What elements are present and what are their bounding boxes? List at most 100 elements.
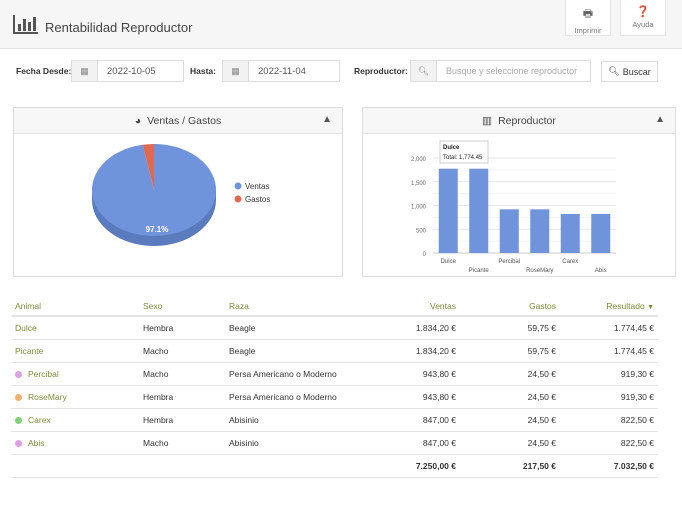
totals-row: 7.250,00 € 217,50 € 7.032,50 € [11,454,658,477]
bar-carex [561,214,580,253]
from-date-value: 2022-10-05 [98,66,156,77]
legend-label: Gastos [245,195,270,204]
y-tick-label: 1,500 [411,181,427,187]
pie-chart-icon: ◕ [135,115,141,127]
gastos-cell: 24,50 € [460,362,560,385]
sexo-cell: Macho [139,431,225,454]
resultado-cell: 822,50 € [560,408,658,431]
animal-cell[interactable]: RoseMary [11,385,139,408]
ventas-cell: 847,00 € [375,431,460,454]
sexo-cell: Hembra [139,408,225,431]
table-header-row: Animal Sexo Raza Ventas Gastos Resultado… [11,296,658,316]
collapse-chevron-icon[interactable]: ▲ [322,114,332,125]
x-tick-label: RoseMary [526,268,553,274]
bar-panel: ▥Reproductor▲ 05001,0001,5002,000DulcePi… [362,107,676,277]
status-dot-icon [15,394,22,401]
col-gastos[interactable]: Gastos [460,296,560,316]
total-ventas: 7.250,00 € [375,454,460,477]
animal-cell[interactable]: Dulce [11,316,139,339]
page-header: Rentabilidad Reproductor 🖶Imprimir ❓Ayud… [0,0,682,49]
resultado-cell: 919,30 € [560,362,658,385]
search-icon: 🔍︎ [411,61,437,81]
x-tick-label: Dulce [441,259,457,265]
gastos-cell: 24,50 € [460,431,560,454]
animal-name[interactable]: Dulce [15,323,37,333]
from-date-field[interactable]: ▦2022-10-05 [71,60,184,82]
search-button[interactable]: 🔍︎ Buscar [601,61,658,82]
x-tick-label: Percibal [498,259,520,265]
pie-panel: ◕Ventas / Gastos▲ 97.1%VentasGastos [13,107,343,277]
col-sexo[interactable]: Sexo [139,296,225,316]
calendar-icon: ▦ [72,61,98,81]
to-date-label: Hasta: [190,66,216,76]
animal-name[interactable]: Abis [28,438,45,448]
y-tick-label: 1,000 [411,205,427,211]
legend-label: Ventas [245,182,269,191]
tooltip-value: Total: 1,774.45 [443,155,483,161]
gastos-cell: 24,50 € [460,408,560,431]
animal-cell[interactable]: Percibal [11,362,139,385]
raza-cell: Abisinio [225,408,375,431]
print-button[interactable]: 🖶Imprimir [565,0,611,36]
sexo-cell: Macho [139,339,225,362]
animal-cell[interactable]: Picante [11,339,139,362]
pie-panel-title: Ventas / Gastos [147,115,221,127]
total-resultado: 7.032,50 € [560,454,658,477]
col-resultado[interactable]: Resultado ▼ [560,296,658,316]
pie-panel-header: ◕ Ventas / Gastos ▲ [14,108,342,134]
bar-percibal [500,209,519,253]
animal-name[interactable]: Carex [28,415,51,425]
tooltip: Dulce Total: 1,774.45 [440,141,488,163]
sexo-cell: Hembra [139,385,225,408]
legend-marker [235,183,242,190]
resultado-cell: 1.774,45 € [560,316,658,339]
bar-chart-icon: ▥ [482,115,492,127]
ventas-cell: 943,80 € [375,385,460,408]
x-tick-label: Carex [562,259,578,265]
bar-rosemary [530,209,549,253]
animal-name[interactable]: Percibal [28,369,59,379]
x-tick-label: Picante [469,268,490,274]
gastos-cell: 59,75 € [460,316,560,339]
col-raza[interactable]: Raza [225,296,375,316]
table-row: RoseMary Hembra Persa Americano o Modern… [11,385,658,408]
animal-name[interactable]: Picante [15,346,43,356]
resultado-cell: 822,50 € [560,431,658,454]
ventas-cell: 1.834,20 € [375,339,460,362]
x-tick-label: Abis [595,268,607,274]
tooltip-title: Dulce [443,145,460,151]
empty-cell [11,454,139,477]
animal-cell[interactable]: Abis [11,431,139,454]
search-label: Buscar [623,67,651,77]
breeder-label: Reproductor: [354,66,408,76]
resultado-cell: 919,30 € [560,385,658,408]
gastos-cell: 24,50 € [460,385,560,408]
bar-panel-title: Reproductor [498,115,556,127]
breeder-search-input[interactable]: 🔍︎Busque y seleccione reproductor [410,60,591,82]
to-date-value: 2022-11-04 [249,66,306,77]
help-button[interactable]: ❓ Ayuda [620,0,666,36]
search-icon: 🔍︎ [608,66,619,77]
ventas-cell: 1.834,20 € [375,316,460,339]
total-gastos: 217,50 € [460,454,560,477]
to-date-field[interactable]: ▦2022-11-04 [222,60,340,82]
animal-name[interactable]: RoseMary [28,392,67,402]
empty-cell [139,454,225,477]
raza-cell: Beagle [225,339,375,362]
sort-desc-icon: ▼ [647,304,654,311]
ventas-cell: 943,80 € [375,362,460,385]
bar-picante [469,169,488,253]
resultado-cell: 1.774,45 € [560,339,658,362]
question-circle-icon: ❓ [621,5,665,18]
col-animal[interactable]: Animal [11,296,139,316]
bar-dulce [439,169,458,253]
animal-cell[interactable]: Carex [11,408,139,431]
y-tick-label: 2,000 [411,157,427,163]
y-tick-label: 500 [416,228,427,234]
col-ventas[interactable]: Ventas [375,296,460,316]
collapse-chevron-icon[interactable]: ▲ [655,114,665,125]
help-label: Ayuda [632,20,653,29]
breeder-placeholder: Busque y seleccione reproductor [437,66,577,76]
table-row: Dulce Hembra Beagle 1.834,20 € 59,75 € 1… [11,316,658,339]
bar-panel-header: ▥ Reproductor ▲ [363,108,675,134]
